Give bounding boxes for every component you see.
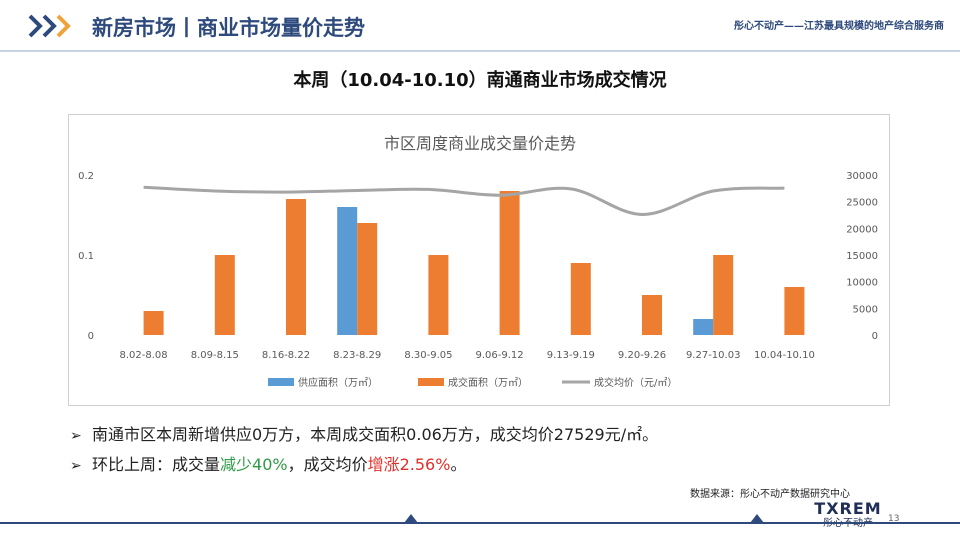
page-title: 新房市场丨商业市场量价走势	[92, 16, 365, 40]
y-left-tick-label: 0.2	[78, 171, 94, 182]
bullet-prefix: 环比上周：成交量	[92, 455, 221, 474]
footer-marker	[404, 514, 418, 523]
logo-wordmark: TXREM	[814, 499, 882, 518]
deal-bar	[143, 311, 164, 335]
deal-bar	[357, 223, 378, 335]
logo-subtext: 彤心不动产	[806, 518, 890, 530]
y-right-tick-label: 30000	[846, 171, 878, 182]
y-right-tick-label: 0	[872, 331, 878, 342]
arrow-bullet-icon: ➢	[70, 428, 82, 444]
y-right-tick-label: 5000	[853, 304, 878, 315]
footer-marker	[750, 514, 764, 523]
x-tick-label: 9.13-9.19	[547, 350, 595, 361]
legend-label: 成交均价（元/㎡）	[594, 376, 677, 389]
bullet-supply-deal: ➢ 南通市区本周新增供应0万方，本周成交面积0.06万方，成交均价27529元/㎡…	[70, 420, 658, 450]
chart-title: 市区周度商业成交量价走势	[383, 134, 576, 153]
y-right-tick-label: 25000	[846, 198, 878, 209]
page-number: 13	[888, 514, 900, 524]
supply-bar	[337, 207, 358, 335]
chevron-right-icon	[28, 14, 71, 38]
deal-bar	[214, 255, 235, 335]
deal-bar	[286, 199, 306, 335]
x-tick-label: 8.09-8.15	[191, 350, 239, 361]
legend-swatch	[268, 378, 294, 386]
data-source: 数据来源：彤心不动产数据研究中心	[690, 489, 850, 500]
volume-change: 减少40%	[220, 455, 288, 474]
y-left-tick-label: 0.1	[78, 251, 94, 262]
bullet-suffix: 。	[450, 455, 467, 474]
legend-label: 成交面积（万㎡）	[448, 376, 528, 389]
legend-label: 供应面积（万㎡）	[298, 376, 378, 389]
chart-frame	[68, 114, 890, 406]
deal-bar	[570, 263, 591, 335]
slide-subtitle: 本周（10.04-10.10）南通商业市场成交情况	[293, 70, 667, 91]
x-tick-label: 9.20-9.26	[618, 350, 666, 361]
x-tick-label: 8.16-8.22	[262, 350, 310, 361]
y-right-tick-label: 15000	[846, 251, 878, 262]
x-tick-label: 8.30-9.05	[404, 350, 452, 361]
company-logo: TXREM 彤心不动产	[806, 500, 890, 530]
deal-bar	[784, 287, 805, 335]
header-divider	[0, 50, 960, 52]
bullet-middle: ，成交均价	[287, 455, 368, 474]
y-right-tick-label: 20000	[846, 224, 878, 235]
bullet-week-compare: ➢ 环比上周：成交量减少40%，成交均价增涨2.56%。	[70, 450, 658, 480]
deal-bar	[713, 255, 734, 335]
footer-divider	[0, 522, 960, 524]
bullet-text: 南通市区本周新增供应0万方，本周成交面积0.06万方，成交均价27529元/㎡。	[92, 425, 659, 444]
price-line	[143, 185, 785, 216]
y-right-tick-label: 10000	[846, 278, 878, 289]
y-left-tick-label: 0	[88, 331, 94, 342]
header: 新房市场丨商业市场量价走势 彤心不动产——江苏最具规模的地产综合服务商	[0, 0, 960, 56]
summary-bullets: ➢ 南通市区本周新增供应0万方，本周成交面积0.06万方，成交均价27529元/㎡…	[70, 420, 658, 480]
supply-bar	[693, 319, 714, 335]
x-tick-label: 10.04-10.10	[754, 350, 815, 361]
combo-chart: 0 0.1 0.2 0 5000 10000 15000 20000 25000 30000 8.0…	[78, 171, 878, 389]
arrow-bullet-icon: ➢	[70, 458, 82, 474]
x-tick-label: 9.06-9.12	[476, 350, 524, 361]
legend-swatch	[418, 378, 444, 386]
header-slogan: 彤心不动产——江苏最具规模的地产综合服务商	[734, 21, 944, 32]
deal-bar	[642, 295, 662, 335]
deal-bar	[499, 191, 520, 335]
price-change: 增涨2.56%	[367, 455, 451, 474]
x-tick-label: 8.23-8.29	[333, 350, 381, 361]
deal-bar	[428, 255, 449, 335]
x-tick-label: 9.27-10.03	[686, 350, 741, 361]
x-tick-label: 8.02-8.08	[120, 350, 168, 361]
